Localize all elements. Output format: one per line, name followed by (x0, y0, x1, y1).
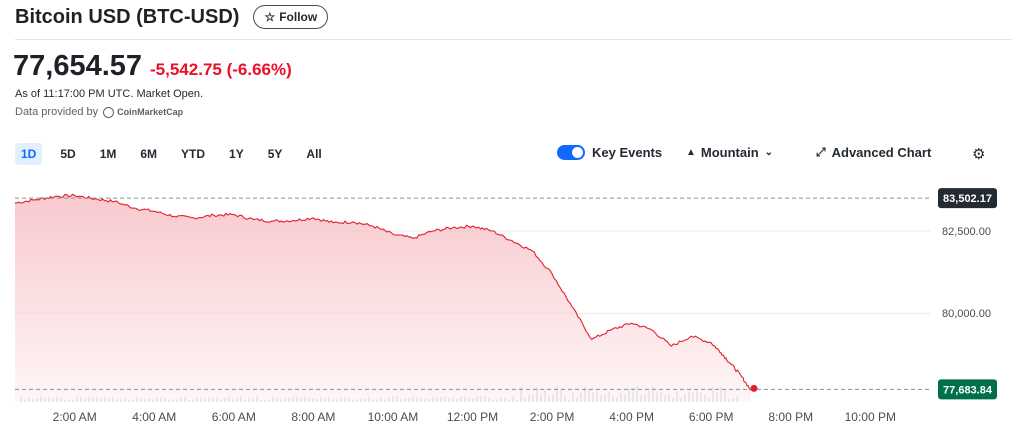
price-chart[interactable]: 82,500.00 80,000.00 83,502.17 77,683.84 2:00… (0, 180, 1024, 434)
range-1m[interactable]: 1M (99, 147, 117, 161)
reference-badge (938, 379, 997, 400)
chevron-down-icon: ⌄ (764, 147, 774, 158)
star-icon: ☆ (264, 10, 276, 24)
range-all[interactable]: All (306, 147, 322, 161)
provider-prefix: Data provided by (15, 106, 99, 118)
x-tick-label: 8:00 PM (768, 410, 813, 424)
current-price-dot (750, 384, 758, 392)
price-change: -5,542.75 (-6.66%) (150, 60, 292, 80)
reference-badge (938, 188, 997, 209)
y-tick-label: 82,500.00 (942, 226, 991, 238)
as-of-text: As of 11:17:00 PM UTC. Market Open. (15, 88, 204, 100)
key-events-toggle[interactable]: Key Events (557, 145, 662, 160)
page-title: Bitcoin USD (BTC-USD) (15, 5, 240, 28)
provider-name: CoinMarketCap (117, 107, 184, 117)
coinmarketcap-logo[interactable]: CoinMarketCap (103, 106, 184, 118)
header-divider (15, 39, 1012, 40)
change-abs: -5,542.75 (150, 60, 222, 79)
range-5y[interactable]: 5Y (267, 147, 283, 161)
gear-icon[interactable]: ⚙ (972, 146, 986, 163)
x-tick-label: 12:00 PM (447, 410, 498, 424)
reference-label: 77,683.84 (943, 384, 993, 396)
range-1y[interactable]: 1Y (229, 147, 244, 161)
price-line (14, 193, 752, 391)
reference-label: 83,502.17 (943, 193, 992, 205)
y-tick-label: 80,000.00 (942, 308, 991, 320)
follow-button[interactable]: ☆ Follow (253, 5, 329, 29)
x-tick-label: 4:00 AM (132, 410, 176, 424)
range-selector: 1D 5D 1M 6M YTD 1Y 5Y All (15, 143, 340, 165)
price-area (15, 194, 751, 402)
current-price: 77,654.57 (13, 50, 143, 82)
chart-type-dropdown[interactable]: ▲ Mountain ⌄ (686, 145, 773, 160)
data-provider: Data provided by CoinMarketCap (15, 106, 183, 118)
x-tick-label: 10:00 AM (368, 410, 419, 424)
follow-label: Follow (279, 10, 318, 24)
x-tick-label: 8:00 AM (291, 410, 335, 424)
chart-type-label: Mountain (700, 145, 759, 160)
range-ytd[interactable]: YTD (181, 147, 206, 161)
x-tick-label: 6:00 PM (689, 410, 734, 424)
advanced-chart-button[interactable]: ⤢ Advanced Chart (816, 145, 931, 160)
toggle-switch[interactable] (557, 145, 585, 160)
cmc-icon (103, 106, 115, 118)
change-pct: (-6.66%) (226, 60, 292, 79)
range-6m[interactable]: 6M (140, 147, 158, 161)
key-events-label: Key Events (592, 145, 663, 160)
x-tick-label: 6:00 AM (212, 410, 256, 424)
x-tick-label: 10:00 PM (845, 410, 896, 424)
advanced-chart-label: Advanced Chart (831, 145, 932, 160)
x-tick-label: 2:00 AM (53, 410, 97, 424)
x-tick-label: 4:00 PM (609, 410, 654, 424)
x-tick-label: 2:00 PM (530, 410, 575, 424)
range-1d[interactable]: 1D (15, 143, 43, 165)
title-row: Bitcoin USD (BTC-USD) ☆ Follow (15, 5, 329, 29)
expand-icon: ⤢ (816, 145, 826, 159)
mountain-icon: ▲ (686, 147, 696, 158)
range-5d[interactable]: 5D (60, 147, 76, 161)
price-row: 77,654.57 -5,542.75 (-6.66%) (13, 50, 292, 83)
